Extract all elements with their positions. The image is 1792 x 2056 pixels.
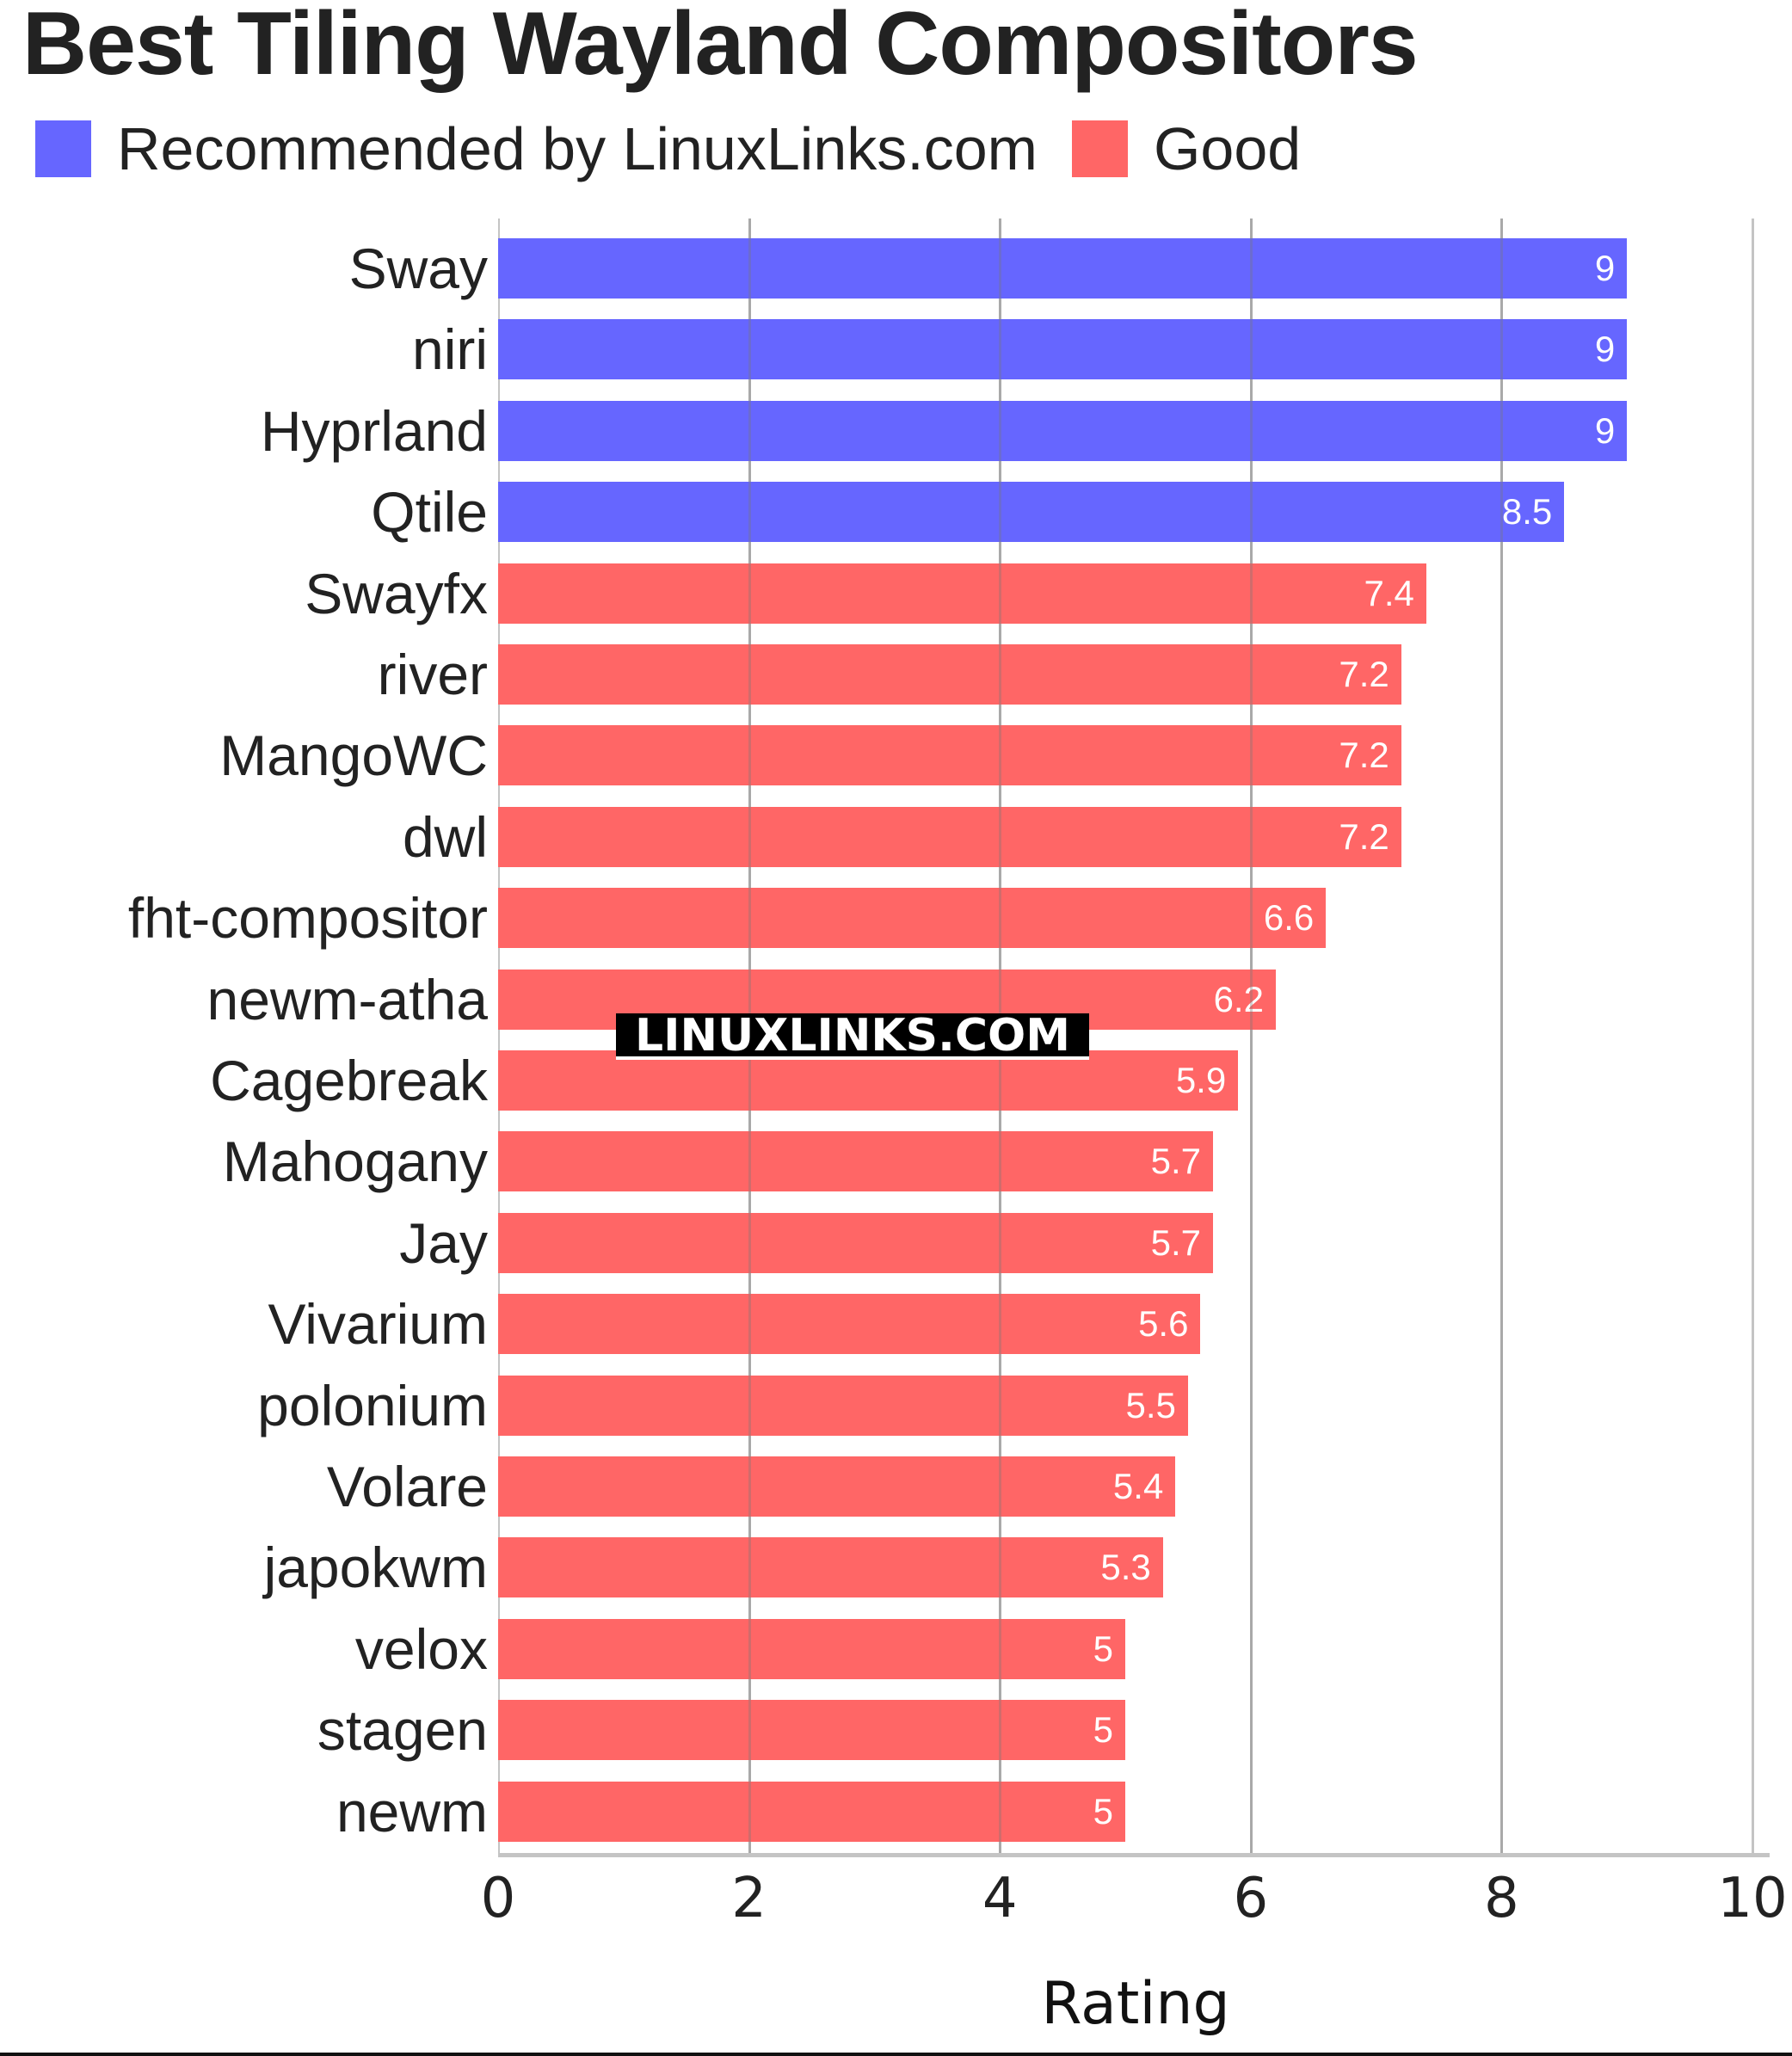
category-label: Mahogany xyxy=(222,1130,488,1194)
watermark: LINUXLINKS.COM xyxy=(616,1013,1089,1060)
bar-value-label: 7.2 xyxy=(1339,816,1389,857)
bar: 7.4 xyxy=(498,563,1426,624)
bar-value-label: 8.5 xyxy=(1501,491,1553,532)
x-axis-label: Rating xyxy=(1041,1970,1230,2038)
bar-value-label: 9 xyxy=(1594,409,1616,451)
category-label: MangoWC xyxy=(219,723,488,788)
bottom-border xyxy=(0,2053,1792,2056)
category-label: japokwm xyxy=(263,1536,488,1600)
category-label: dwl xyxy=(402,804,488,869)
bar: 5 xyxy=(498,1700,1125,1761)
bar: 5.5 xyxy=(498,1375,1188,1436)
legend-swatch-good xyxy=(1071,120,1128,177)
bar-value-label: 5.9 xyxy=(1175,1060,1227,1100)
legend-item-good: Good xyxy=(1071,114,1302,183)
bar-value-label: 5 xyxy=(1093,1709,1113,1751)
x-tick-label: 0 xyxy=(480,1867,516,1930)
category-label: river xyxy=(377,643,488,706)
category-label: velox xyxy=(354,1616,488,1681)
category-label: Hyprland xyxy=(260,398,488,463)
x-tick-label: 4 xyxy=(982,1867,1018,1930)
category-label: niri xyxy=(411,317,488,382)
chart-title: Best Tiling Wayland Compositors xyxy=(22,0,1419,94)
x-axis-line xyxy=(498,1853,1770,1857)
chart-legend: Recommended by LinuxLinks.com Good xyxy=(35,115,1335,182)
bar: 8.5 xyxy=(498,482,1565,543)
bar-value-label: 5.5 xyxy=(1125,1384,1176,1425)
x-tick-label: 10 xyxy=(1717,1867,1788,1930)
bar-value-label: 5.6 xyxy=(1138,1303,1189,1345)
gridline xyxy=(1249,219,1253,1856)
x-tick-label: 8 xyxy=(1484,1867,1519,1930)
category-label: Qtile xyxy=(371,480,488,545)
category-label: newm-atha xyxy=(206,967,489,1031)
y-axis-line xyxy=(498,219,500,1856)
legend-label-recommended: Recommended by LinuxLinks.com xyxy=(117,115,1038,182)
bar: 9 xyxy=(498,238,1628,299)
plot-area: 9 Sway 9 niri 9 Hyprland 8.5 Qtile 7.4 Swayfx 7.2 r… xyxy=(128,219,1770,1857)
category-label: fht-compositor xyxy=(127,886,488,951)
legend-swatch-recommended xyxy=(35,120,91,177)
bar-value-label: 5.3 xyxy=(1100,1547,1151,1588)
category-label: Jay xyxy=(399,1210,488,1275)
gridline xyxy=(1752,219,1754,1856)
bar: 5.9 xyxy=(498,1050,1239,1111)
bar: 5.3 xyxy=(498,1537,1163,1598)
bar: 9 xyxy=(498,319,1628,380)
bar-value-label: 7.4 xyxy=(1364,572,1414,613)
bar: 9 xyxy=(498,400,1628,461)
bar-value-label: 7.2 xyxy=(1339,735,1389,776)
bar-value-label: 5.7 xyxy=(1150,1222,1202,1263)
category-label: Cagebreak xyxy=(210,1049,488,1112)
bar-value-label: 9 xyxy=(1594,248,1616,288)
bar: 7.2 xyxy=(498,644,1401,705)
bar: 5 xyxy=(498,1781,1125,1842)
bar-value-label: 6.6 xyxy=(1263,897,1315,939)
bar-value-label: 9 xyxy=(1594,329,1616,370)
bar-value-label: 5 xyxy=(1093,1790,1113,1831)
category-label: polonium xyxy=(257,1373,488,1437)
category-label: Swayfx xyxy=(305,561,488,625)
x-tick-label: 2 xyxy=(731,1867,767,1930)
bar-value-label: 6.2 xyxy=(1213,978,1264,1019)
bar: 6.6 xyxy=(498,888,1327,949)
category-label: Vivarium xyxy=(268,1292,488,1357)
x-tick-label: 6 xyxy=(1233,1867,1269,1930)
bar-value-label: 7.2 xyxy=(1339,654,1389,694)
legend-item-recommended: Recommended by LinuxLinks.com xyxy=(35,114,1038,183)
bar-value-label: 5.7 xyxy=(1150,1141,1202,1182)
category-label: Sway xyxy=(348,237,488,300)
gridline xyxy=(1500,219,1504,1856)
bar-value-label: 5 xyxy=(1093,1628,1113,1669)
category-label: stagen xyxy=(317,1698,488,1763)
bar-value-label: 5.4 xyxy=(1112,1466,1164,1506)
bar: 5.4 xyxy=(498,1456,1176,1517)
bar: 5.7 xyxy=(498,1212,1214,1273)
bar: 7.2 xyxy=(498,725,1401,786)
category-label: Volare xyxy=(326,1455,488,1518)
bar: 5.7 xyxy=(498,1131,1214,1192)
bar: 5 xyxy=(498,1618,1125,1679)
category-label: newm xyxy=(336,1779,488,1844)
bar: 7.2 xyxy=(498,806,1401,867)
legend-label-good: Good xyxy=(1153,115,1302,182)
bar: 5.6 xyxy=(498,1294,1201,1355)
